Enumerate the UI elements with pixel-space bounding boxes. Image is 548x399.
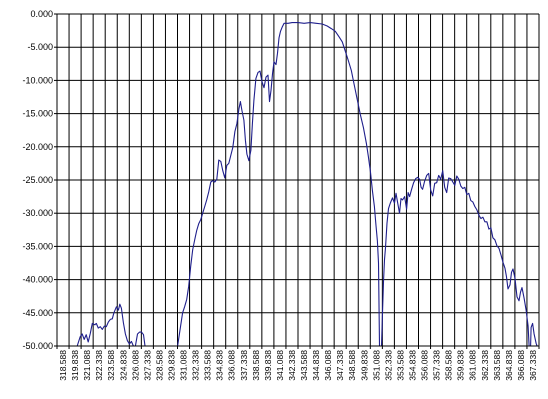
x-tick-label: 318.588 bbox=[58, 350, 68, 381]
y-tick-label: -5.000 bbox=[27, 42, 53, 52]
x-tick-label: 323.588 bbox=[106, 350, 116, 381]
x-tick-label: 333.588 bbox=[203, 350, 213, 381]
y-tick-label: -25.000 bbox=[22, 175, 53, 185]
x-tick-label: 346.088 bbox=[323, 350, 333, 381]
y-tick-label: -15.000 bbox=[22, 109, 53, 119]
x-tick-label: 362.338 bbox=[480, 350, 490, 381]
y-tick-label: -35.000 bbox=[22, 241, 53, 251]
x-tick-label: 347.338 bbox=[335, 350, 345, 381]
x-tick-label: 366.088 bbox=[516, 350, 526, 381]
x-tick-label: 334.838 bbox=[215, 350, 225, 381]
x-tick-label: 357.338 bbox=[432, 350, 442, 381]
x-tick-label: 361.088 bbox=[468, 350, 478, 381]
y-tick-label: -45.000 bbox=[22, 308, 53, 318]
y-tick-label: -50.000 bbox=[22, 341, 53, 351]
series-line bbox=[380, 170, 530, 347]
y-tick-label: -10.000 bbox=[22, 75, 53, 85]
x-tick-label: 341.088 bbox=[275, 350, 285, 381]
x-tick-label: 356.088 bbox=[420, 350, 430, 381]
y-tick-labels: 0.000 -5.000 -10.000 -15.000 -20.000 -25.000 -… bbox=[22, 9, 53, 351]
x-tick-label: 342.338 bbox=[287, 350, 297, 381]
y-tick-label: 0.000 bbox=[30, 9, 53, 19]
x-tick-label: 336.088 bbox=[227, 350, 237, 381]
x-tick-label: 363.588 bbox=[492, 350, 502, 381]
x-tick-label: 353.588 bbox=[395, 350, 405, 381]
x-tick-label: 321.088 bbox=[82, 350, 92, 381]
x-tick-label: 358.588 bbox=[444, 350, 454, 381]
x-tick-label: 348.588 bbox=[347, 350, 357, 381]
y-tick-label: -40.000 bbox=[22, 275, 53, 285]
x-tick-label: 352.338 bbox=[383, 350, 393, 381]
x-tick-label: 354.838 bbox=[407, 350, 417, 381]
x-tick-label: 319.838 bbox=[70, 350, 80, 381]
x-tick-label: 349.838 bbox=[359, 350, 369, 381]
x-tick-label: 326.088 bbox=[130, 350, 140, 381]
x-tick-label: 331.088 bbox=[179, 350, 189, 381]
x-tick-label: 328.588 bbox=[154, 350, 164, 381]
x-tick-label: 322.338 bbox=[94, 350, 104, 381]
x-tick-label: 337.338 bbox=[239, 350, 249, 381]
series-line bbox=[76, 303, 134, 347]
y-tick-label: -20.000 bbox=[22, 142, 53, 152]
series-group bbox=[76, 22, 538, 347]
x-tick-label: 338.588 bbox=[251, 350, 261, 381]
x-tick-label: 332.338 bbox=[191, 350, 201, 381]
x-tick-label: 344.838 bbox=[311, 350, 321, 381]
x-tick-label: 324.838 bbox=[118, 350, 128, 381]
x-tick-label: 339.838 bbox=[263, 350, 273, 381]
series-line bbox=[134, 331, 146, 347]
series-line bbox=[177, 22, 381, 347]
x-tick-label: 329.838 bbox=[166, 350, 176, 381]
vertical-gridlines bbox=[56, 14, 540, 349]
x-tick-label: 367.338 bbox=[528, 350, 538, 381]
x-tick-label: 351.088 bbox=[371, 350, 381, 381]
x-tick-label: 343.588 bbox=[299, 350, 309, 381]
x-tick-label: 359.838 bbox=[456, 350, 466, 381]
x-tick-label: 364.838 bbox=[504, 350, 514, 381]
x-tick-labels: 318.588 319.838 321.088 322.338 323.588 324.8… bbox=[58, 350, 538, 381]
series-line bbox=[530, 322, 538, 347]
x-tick-label: 327.338 bbox=[142, 350, 152, 381]
y-tick-label: -30.000 bbox=[22, 208, 53, 218]
